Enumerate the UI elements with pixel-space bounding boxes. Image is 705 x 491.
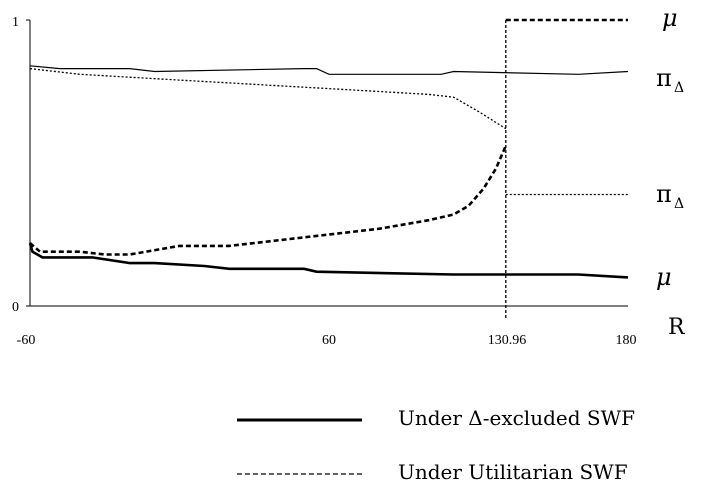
x-tick-label-0: -60 — [17, 333, 36, 348]
legend-label-utilitarian: Under Utilitarian SWF — [398, 460, 628, 484]
series-pi-utilitarian — [29, 67, 628, 196]
y-tick-label-top: 1 — [12, 15, 19, 30]
y-tick-label-bottom: 0 — [12, 300, 19, 315]
label-pi-top-sub: Δ — [674, 80, 684, 96]
series-mu-delta-excluded — [28, 242, 629, 279]
x-tick-label-2: 130.96 — [488, 333, 527, 348]
label-pi-mid: π — [656, 180, 672, 208]
series-mu-utilitarian — [29, 18, 628, 256]
legend: Under Δ-excluded SWF Under Utilitarian S… — [237, 406, 635, 484]
x-tick-label-1: 60 — [322, 333, 336, 348]
x-tick-label-3: 180 — [616, 333, 637, 348]
legend-label-delta-excluded: Under Δ-excluded SWF — [398, 406, 635, 430]
label-mu-bottom: μ — [656, 263, 672, 291]
series-pi-delta-excluded — [29, 65, 629, 75]
label-pi-mid-sub: Δ — [674, 196, 684, 212]
label-pi-top: π — [656, 64, 672, 92]
label-mu-top: μ — [662, 4, 678, 32]
x-axis-label: R — [668, 315, 686, 340]
